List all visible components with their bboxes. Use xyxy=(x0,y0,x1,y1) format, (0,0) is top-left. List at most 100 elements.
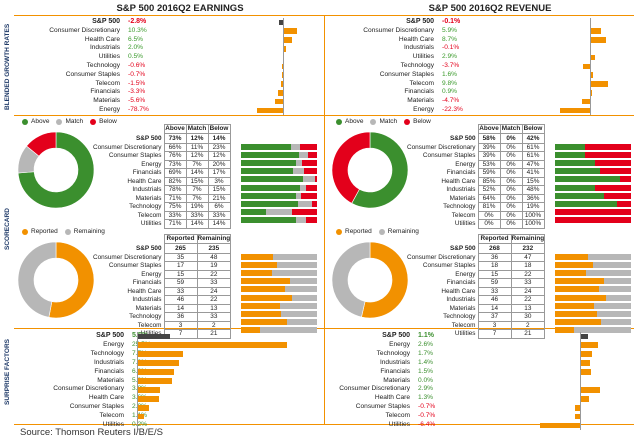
surprise-bar xyxy=(580,333,588,340)
reported-cell-rem: 21 xyxy=(510,329,546,339)
beat-row: Utilities 0% 0% 100% xyxy=(404,219,545,229)
beat-row-label: Consumer Staples xyxy=(108,152,162,159)
beat-header-row: Above Match Below xyxy=(90,124,231,134)
surprise-label: Health Care xyxy=(88,394,124,402)
beat-row-label: Financials xyxy=(446,169,476,176)
beat-cell-b: 36% xyxy=(521,193,545,203)
beat-cell-a: 0% xyxy=(477,219,501,229)
beat-cell-m: 0% xyxy=(499,142,523,152)
beat-stack-seg xyxy=(555,217,631,224)
growth-label: Materials xyxy=(407,97,434,105)
beat-total-a: 73% xyxy=(163,133,187,144)
surprise-value: -0.7% xyxy=(418,412,436,420)
earnings-reported-legend-swatch xyxy=(64,228,71,235)
reported-stack-seg xyxy=(292,294,317,301)
growth-value: 8.7% xyxy=(442,35,458,43)
revenue-reported-legend-swatch xyxy=(336,228,342,235)
growth-value: -3.3% xyxy=(128,88,146,96)
reported-stack-seg xyxy=(241,294,293,301)
surprise-label: Energy xyxy=(389,340,410,348)
beat-total-row: S&P 500 58% 0% 42% xyxy=(404,133,545,144)
reported-stack-seg xyxy=(241,278,290,285)
growth-label: Materials xyxy=(93,97,120,105)
growth-label: Consumer Discretionary xyxy=(363,26,434,34)
growth-value: 0.5% xyxy=(128,53,144,61)
surprise-bar xyxy=(137,404,149,411)
revenue-beat-legend-swatch xyxy=(336,118,342,125)
growth-label: Utilities xyxy=(98,53,120,61)
beat-stack-seg xyxy=(304,168,317,175)
beat-cell-a: 75% xyxy=(163,202,187,212)
beat-cell-m: 0% xyxy=(499,168,523,178)
reported-row: Energy 15 22 xyxy=(404,269,546,279)
growth-bar xyxy=(278,89,283,96)
reported-stack-seg xyxy=(273,253,317,260)
surprise-label: Financials xyxy=(94,367,124,375)
beat-stack-seg xyxy=(603,192,631,199)
beat-row: Consumer Staples 76% 12% 12% xyxy=(90,151,231,161)
reported-stack-seg xyxy=(241,327,260,334)
growth-label: S&P 500 xyxy=(406,18,434,25)
growth-value: -0.7% xyxy=(128,70,146,78)
growth-bar xyxy=(590,81,608,87)
revenue-reported-legend-swatch xyxy=(378,228,385,235)
reported-cell-r: 7 xyxy=(477,329,512,339)
surprise-value: -6.4% xyxy=(418,421,436,428)
reported-row: Technology 36 33 xyxy=(90,312,232,322)
reported-stack-seg xyxy=(555,310,597,318)
reported-cell-rem: 22 xyxy=(196,295,232,305)
reported-cell-rem: 18 xyxy=(510,261,546,271)
growth-value: 6.5% xyxy=(128,35,144,43)
beat-cell-b: 15% xyxy=(521,176,545,186)
surprise-value: 1.5% xyxy=(418,367,434,375)
growth-axis xyxy=(283,18,284,115)
beat-stack-seg xyxy=(298,200,313,208)
beat-stack-seg xyxy=(555,143,585,150)
growth-label: Industrials xyxy=(403,44,434,52)
surprise-axis xyxy=(580,332,581,430)
reported-cell-r: 46 xyxy=(477,295,512,305)
beat-row-label: Utilities xyxy=(140,220,162,227)
growth-label: Health Care xyxy=(84,35,120,43)
beat-cell-a: 33% xyxy=(163,210,187,220)
surprise-bar xyxy=(580,386,601,393)
beat-total-row: S&P 500 73% 12% 14% xyxy=(90,133,231,144)
reported-cell-rem: 2 xyxy=(196,320,232,330)
beat-stack-seg xyxy=(296,159,302,167)
beat-row: Technology 81% 0% 19% xyxy=(404,202,545,212)
reported-cell-r: 37 xyxy=(477,312,512,322)
beat-stack-seg xyxy=(241,184,301,191)
beat-row-label: Materials xyxy=(135,194,162,202)
surprise-value: 1.7% xyxy=(418,349,434,357)
beat-stack-seg xyxy=(295,217,307,224)
growth-bar xyxy=(590,37,606,43)
reported-cell-r: 17 xyxy=(163,261,198,271)
reported-cell-rem: 48 xyxy=(196,252,232,262)
reported-cell-rem: 2 xyxy=(510,320,546,330)
growth-bar xyxy=(283,37,293,43)
beat-row: Industrials 52% 0% 48% xyxy=(404,185,545,195)
beat-stack-seg xyxy=(555,151,585,158)
beat-row-label: Energy xyxy=(455,160,476,168)
revenue-reported-donut-slice xyxy=(361,241,409,319)
beat-stack-seg xyxy=(305,184,317,191)
surprise-value: 2.9% xyxy=(418,385,434,393)
beat-stack-seg xyxy=(241,151,299,158)
beat-total-a: 58% xyxy=(477,133,501,144)
reported-total-rem: 232 xyxy=(510,243,546,254)
surprise-bar xyxy=(137,369,175,375)
growth-label: Industrials xyxy=(89,44,120,52)
reported-header-remaining: Remaining xyxy=(196,234,232,244)
reported-cell-r: 33 xyxy=(163,286,198,296)
reported-cell-rem: 22 xyxy=(510,269,546,279)
reported-cell-r: 46 xyxy=(163,295,198,305)
surprise-label: Consumer Discretionary xyxy=(339,385,410,393)
surprise-bar xyxy=(137,360,179,367)
beat-row-label: Utilities xyxy=(454,220,476,227)
beat-stack-seg xyxy=(616,200,631,208)
growth-value: -5.6% xyxy=(128,97,146,105)
reported-cell-r: 18 xyxy=(477,261,512,271)
beat-cell-a: 52% xyxy=(477,185,501,195)
beat-cell-m: 19% xyxy=(185,202,209,212)
